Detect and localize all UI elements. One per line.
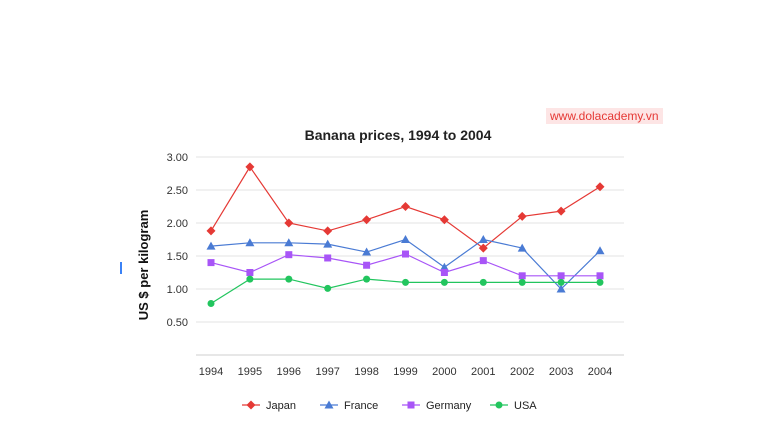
data-point (440, 269, 448, 276)
data-point (363, 275, 371, 283)
legend-label: France (344, 400, 378, 412)
series-japan (206, 162, 605, 253)
data-point (362, 247, 372, 256)
data-point (495, 401, 503, 409)
data-point (207, 259, 215, 267)
data-point (407, 401, 415, 409)
series-lines (206, 162, 605, 308)
y-tick-label: 3.00 (167, 152, 188, 164)
series-usa (207, 275, 604, 308)
x-tick-label: 2004 (588, 366, 612, 378)
data-point (440, 278, 448, 286)
data-point (245, 162, 255, 172)
y-tick-label: 2.50 (167, 185, 188, 197)
data-point (206, 226, 216, 236)
x-tick-label: 2002 (510, 366, 534, 378)
data-point (284, 218, 294, 228)
series-france (206, 235, 605, 293)
y-tick-labels: 3.00 2.50 2.00 1.50 1.00 0.50 (167, 152, 188, 329)
data-point (323, 239, 333, 248)
data-point (518, 278, 526, 286)
data-point (245, 238, 255, 247)
x-tick-label: 1997 (315, 366, 339, 378)
data-point (517, 243, 527, 252)
data-point (207, 300, 215, 308)
data-point (246, 400, 256, 410)
data-point (285, 251, 293, 259)
data-point (401, 235, 410, 243)
data-point (246, 269, 254, 276)
data-point (479, 278, 487, 286)
data-point (363, 261, 371, 269)
data-point (284, 238, 294, 247)
watermark-text: www.dolacademy.vn (546, 108, 663, 124)
data-point (439, 215, 449, 225)
chart-title: Banana prices, 1994 to 2004 (305, 127, 492, 143)
legend: Japan France Germany USA (242, 400, 537, 412)
data-point (206, 241, 216, 250)
x-tick-label: 1994 (199, 366, 223, 378)
data-point (518, 272, 526, 280)
data-point (595, 182, 605, 192)
x-tick-label: 2003 (549, 366, 573, 378)
x-tick-label: 2001 (471, 366, 495, 378)
data-point (596, 272, 604, 280)
gridlines (196, 156, 624, 356)
y-tick-label: 0.50 (167, 317, 188, 329)
y-axis-label: US $ per kilogram (136, 210, 151, 321)
legend-label: Germany (426, 400, 472, 412)
x-tick-label: 2000 (432, 366, 456, 378)
data-point (556, 206, 566, 216)
series-germany (207, 250, 604, 280)
data-point (324, 284, 332, 292)
data-point (402, 278, 409, 286)
x-tick-label: 1999 (393, 366, 417, 378)
y-tick-label: 1.50 (167, 251, 188, 263)
data-point (595, 246, 605, 255)
legend-item: USA (490, 400, 537, 412)
data-point (517, 211, 527, 221)
y-tick-label: 2.00 (167, 218, 188, 230)
data-point (439, 262, 449, 271)
data-point (478, 243, 488, 253)
data-point (596, 278, 604, 286)
data-point (362, 215, 372, 225)
x-tick-labels: 1994 1995 1996 1997 1998 1999 2000 2001 2002 2003… (199, 366, 612, 378)
data-point (246, 275, 254, 283)
x-tick-label: 1998 (354, 366, 378, 378)
data-point (285, 275, 293, 283)
data-point (557, 278, 565, 286)
data-point (401, 202, 410, 211)
x-tick-label: 1996 (277, 366, 301, 378)
data-point (324, 254, 332, 262)
data-point (479, 257, 487, 265)
data-point (478, 235, 488, 243)
data-point (323, 226, 333, 236)
data-point (324, 400, 334, 409)
x-tick-label: 1995 (238, 366, 262, 378)
legend-item: France (320, 400, 378, 412)
data-point (557, 272, 565, 280)
legend-label: Japan (266, 400, 296, 412)
y-tick-label: 1.00 (167, 284, 188, 296)
data-point (402, 250, 409, 258)
legend-item: Japan (242, 400, 296, 412)
legend-label: USA (514, 400, 537, 412)
legend-item: Germany (402, 400, 472, 412)
text-cursor (120, 262, 122, 274)
data-point (556, 284, 566, 293)
